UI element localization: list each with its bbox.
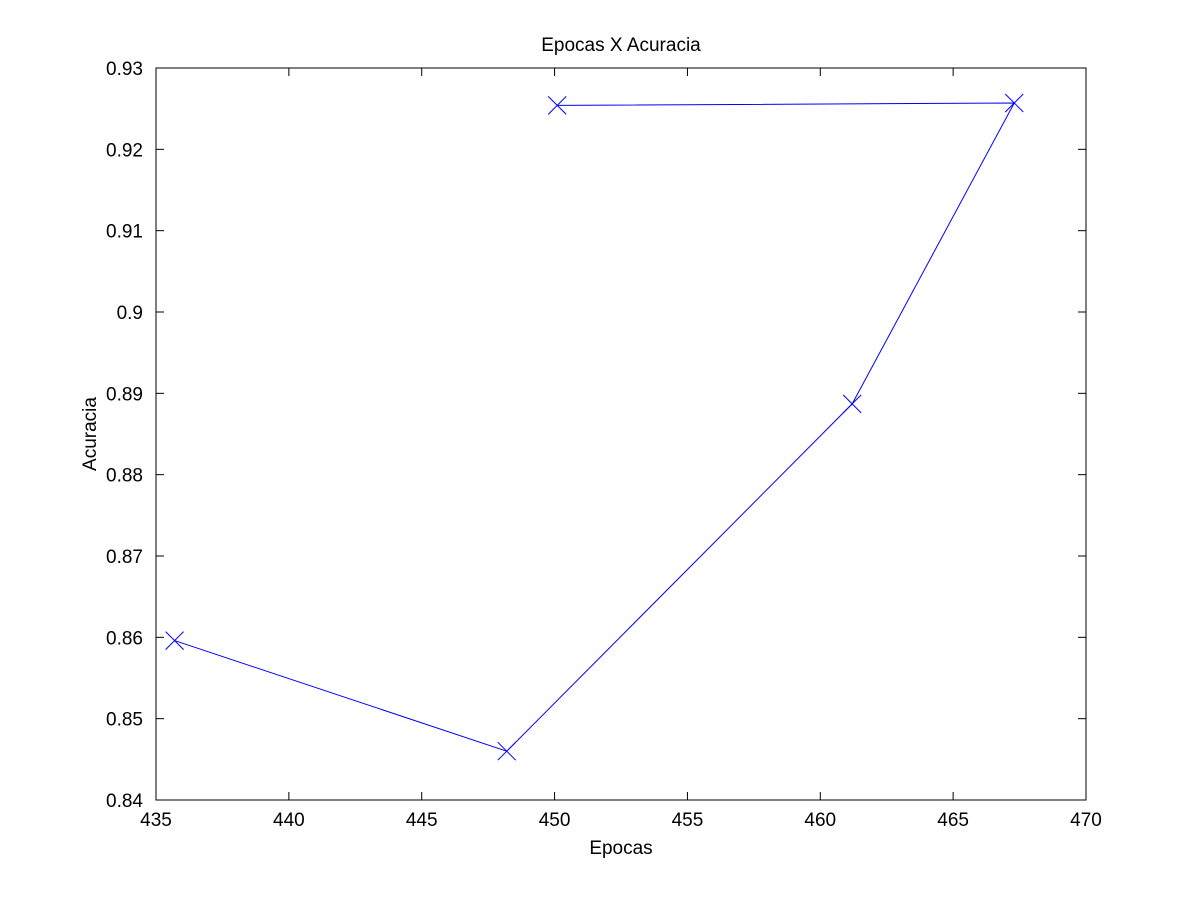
chart-title: Epocas X Acuracia [541,35,701,56]
x-axis-label: Epocas [589,838,652,859]
data-point-marker [547,96,567,115]
x-tick-label: 440 [273,810,305,831]
y-tick-label: 0.84 [106,791,143,812]
data-point-marker [842,394,862,414]
y-tick-label: 0.85 [106,710,143,731]
x-tick-label: 465 [937,810,969,831]
y-tick-label: 0.92 [106,140,143,161]
data-point-marker [165,631,184,650]
y-tick-label: 0.93 [106,59,143,80]
data-series [165,93,1024,761]
x-tick-label: 435 [140,810,172,831]
y-tick-label: 0.89 [106,384,143,405]
x-tick-label: 470 [1070,810,1102,831]
axis-ticks: 435 440 445 450 455 460 465 470 0.84 0.85 0.86 0.87… [106,59,1102,831]
y-tick-label: 0.87 [106,547,143,568]
plot-area [155,67,1087,801]
x-tick-label: 460 [804,810,836,831]
x-tick-label: 455 [672,810,704,831]
data-point-marker [1004,93,1024,113]
y-axis-label: Acuracia [80,397,101,471]
data-point-marker [497,741,517,761]
y-tick-label: 0.86 [106,628,143,649]
y-tick-label: 0.9 [117,303,143,324]
y-tick-label: 0.91 [106,222,143,243]
x-tick-label: 445 [406,810,438,831]
x-tick-label: 450 [539,810,571,831]
y-tick-label: 0.88 [106,466,143,487]
